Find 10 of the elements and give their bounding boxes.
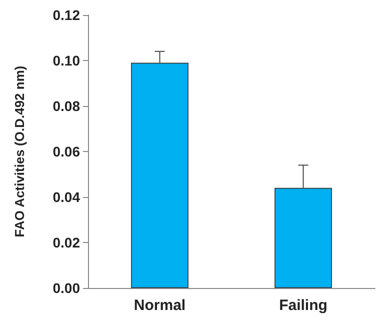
y-tick-label: 0.04 xyxy=(52,189,80,205)
y-tick-label: 0.10 xyxy=(52,52,80,68)
y-tick-label: 0.08 xyxy=(52,98,80,114)
y-axis-title: FAO Activities (O.D.492 nm) xyxy=(12,66,27,238)
y-tick-label: 0.02 xyxy=(52,234,80,250)
y-tick-label: 0.00 xyxy=(52,280,80,296)
x-tick-label: Normal xyxy=(134,297,186,314)
x-tick-label: Failing xyxy=(279,297,328,314)
y-tick-label: 0.06 xyxy=(52,144,80,160)
y-tick-label: 0.12 xyxy=(52,7,80,23)
